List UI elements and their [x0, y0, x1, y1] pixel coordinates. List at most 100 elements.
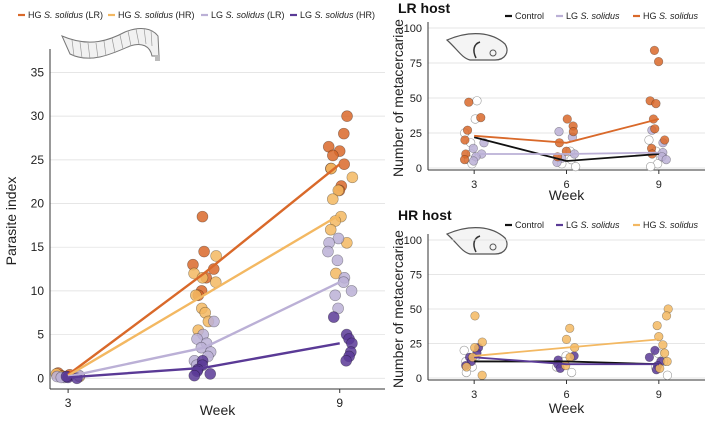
legend-entry: HG S. solidus: [643, 11, 699, 21]
x-tick-label: 9: [656, 179, 662, 191]
y-tick-label: 25: [410, 128, 422, 140]
data-point: [571, 162, 581, 172]
y-tick-label: 0: [416, 373, 422, 385]
y-tick-label: 50: [410, 93, 422, 105]
data-point: [462, 125, 473, 135]
data-point: [331, 254, 344, 267]
data-point: [468, 156, 479, 166]
series-line: [474, 118, 660, 144]
legend-entry: HG S. solidus (LR): [28, 10, 103, 20]
data-point: [662, 356, 672, 367]
data-point: [327, 311, 340, 323]
y-tick-label: 75: [410, 270, 422, 282]
data-point: [470, 311, 480, 321]
x-axis-title: Week: [549, 187, 586, 203]
data-point: [459, 155, 470, 165]
data-point: [327, 149, 339, 162]
data-point: [324, 223, 337, 236]
series-line: [68, 342, 340, 379]
legend-entry: Control: [515, 11, 544, 21]
data-point: [204, 368, 217, 380]
data-point: [477, 370, 487, 380]
data-point: [562, 114, 572, 124]
data-point: [565, 323, 575, 333]
hr-host-chart-panel: 0 25 50 75 100 3 6 9 Week Number of metacercariae…: [390, 207, 705, 416]
y-tick-label: 20: [31, 197, 45, 211]
series-line: [474, 338, 659, 357]
series-line: [474, 360, 659, 366]
data-point: [651, 98, 661, 109]
data-point: [345, 285, 358, 297]
data-point: [468, 143, 478, 153]
data-point: [655, 363, 665, 373]
data-point: [322, 245, 334, 258]
data-point: [644, 352, 655, 362]
legend-entry: HG S. solidus: [643, 220, 699, 230]
series-line: [67, 163, 341, 376]
data-point: [341, 110, 353, 122]
legend-entry: Control: [515, 220, 544, 230]
data-point: [326, 193, 339, 205]
x-tick-label: 6: [563, 179, 569, 191]
data-point: [338, 127, 350, 140]
data-point: [561, 360, 571, 371]
data-point: [476, 112, 486, 123]
x-tick-label: 3: [65, 396, 72, 410]
data-point: [662, 370, 673, 380]
data-point: [554, 127, 564, 137]
data-point: [196, 210, 209, 223]
data-point: [649, 45, 660, 56]
data-point: [650, 345, 660, 356]
data-point: [461, 362, 472, 372]
legend-entry: LG S. solidus (LR): [211, 10, 285, 20]
y-tick-label: 10: [31, 284, 45, 298]
x-tick-label: 9: [336, 396, 343, 410]
panel-title: LR host: [398, 0, 450, 16]
y-tick-label: 25: [410, 339, 422, 351]
data-point: [332, 184, 345, 197]
x-tick-label: 6: [563, 389, 569, 401]
y-tick-label: 5: [37, 328, 44, 342]
y-tick-label: 75: [410, 58, 422, 70]
y-axis-title: Number of metacercariae: [390, 19, 406, 177]
data-point: [464, 97, 474, 107]
data-point: [198, 245, 210, 258]
series-line: [67, 213, 341, 377]
x-tick-label: 9: [656, 389, 662, 401]
data-point: [646, 162, 656, 172]
legend-entry: LG S. solidus: [566, 11, 620, 21]
data-point: [568, 127, 578, 137]
data-point: [653, 56, 664, 67]
data-point: [565, 352, 575, 362]
series-line: [67, 281, 341, 378]
data-point: [661, 155, 671, 165]
x-axis-title: Week: [549, 400, 586, 416]
data-point: [652, 320, 662, 331]
y-tick-label: 15: [31, 240, 45, 254]
y-tick-label: 30: [31, 109, 45, 123]
panel-title: HR host: [398, 207, 452, 223]
fish-head-icon: [445, 227, 508, 255]
data-point: [332, 232, 345, 245]
data-point: [470, 343, 480, 353]
data-point: [561, 334, 572, 344]
data-point: [210, 250, 222, 262]
left-chart-panel: 0 5 10 15 20 25 30 35 3 9 Week Parasite index HG S. …: [3, 10, 385, 418]
series-line: [473, 136, 659, 162]
data-point: [460, 135, 470, 145]
data-point: [660, 135, 670, 145]
legend-entry: LG S. solidus: [566, 220, 620, 230]
data-point: [459, 345, 469, 356]
data-point: [472, 96, 482, 106]
data-point: [659, 348, 670, 358]
y-tick-label: 100: [404, 235, 422, 247]
data-point: [644, 135, 654, 145]
y-tick-label: 35: [31, 65, 45, 79]
y-axis-title: Parasite index: [3, 177, 19, 266]
data-point: [338, 158, 351, 171]
data-point: [658, 340, 668, 350]
data-point: [325, 162, 337, 175]
lr-host-chart-panel: 0 25 50 75 100 3 6 9 Week Number of metacercariae…: [390, 0, 705, 203]
data-point: [661, 311, 672, 321]
